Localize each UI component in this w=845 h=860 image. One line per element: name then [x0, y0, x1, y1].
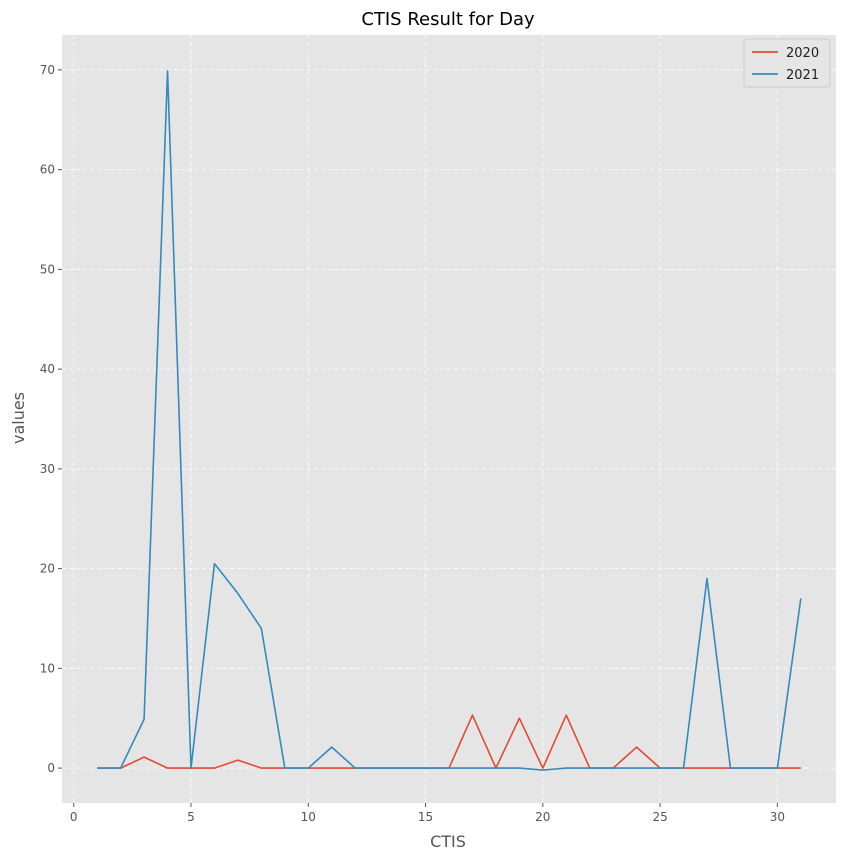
y-tick-label: 20 [40, 562, 55, 576]
x-tick-label: 15 [418, 810, 433, 824]
x-axis-ticks: 0 5 10 15 20 25 30 [70, 803, 785, 824]
y-tick-label: 30 [40, 462, 55, 476]
legend-box [743, 38, 831, 88]
y-axis-label: values [9, 392, 28, 444]
y-tick-label: 70 [40, 63, 55, 77]
series-lines [97, 70, 802, 771]
legend-label-2020: 2020 [786, 46, 819, 61]
chart-title: CTIS Result for Day [361, 9, 535, 30]
legend: 2020 2021 [743, 38, 831, 88]
x-tick-label: 0 [70, 810, 78, 824]
x-tick-label: 10 [301, 810, 316, 824]
y-tick-label: 50 [40, 262, 55, 276]
y-tick-label: 0 [47, 761, 55, 775]
y-axis-ticks: 0 10 20 30 40 50 60 70 [40, 63, 62, 775]
y-tick-label: 10 [40, 661, 55, 675]
y-tick-label: 40 [40, 362, 55, 376]
series-line-2021 [97, 70, 802, 771]
x-tick-label: 5 [187, 810, 195, 824]
x-axis-label: CTIS [430, 832, 466, 851]
legend-label-2021: 2021 [786, 68, 819, 83]
x-tick-label: 20 [535, 810, 550, 824]
y-tick-label: 60 [40, 163, 55, 177]
grid-lines [62, 35, 836, 803]
x-tick-label: 25 [652, 810, 667, 824]
x-tick-label: 30 [770, 810, 785, 824]
